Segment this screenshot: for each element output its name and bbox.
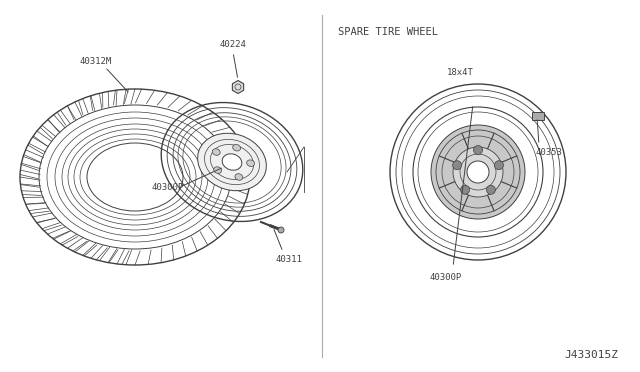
Text: 40311: 40311 [275, 255, 302, 264]
Text: J433015Z: J433015Z [564, 350, 618, 360]
Ellipse shape [198, 133, 266, 191]
Text: 18x4T: 18x4T [447, 68, 474, 77]
Text: 40224: 40224 [220, 40, 247, 49]
Text: SPARE TIRE WHEEL: SPARE TIRE WHEEL [338, 27, 438, 37]
Ellipse shape [222, 154, 242, 170]
Circle shape [486, 185, 495, 194]
Ellipse shape [214, 167, 221, 173]
Circle shape [453, 147, 503, 197]
Circle shape [474, 145, 483, 154]
Text: 40300P: 40300P [430, 273, 462, 282]
Ellipse shape [233, 144, 241, 151]
Ellipse shape [246, 160, 255, 166]
Text: 40312M: 40312M [80, 57, 112, 66]
Circle shape [431, 125, 525, 219]
Text: 40300P: 40300P [152, 183, 184, 192]
Circle shape [452, 161, 461, 170]
Circle shape [467, 161, 489, 183]
Ellipse shape [39, 105, 231, 249]
Ellipse shape [87, 143, 183, 211]
FancyBboxPatch shape [532, 112, 545, 121]
Ellipse shape [212, 149, 220, 155]
Text: 40353: 40353 [535, 148, 562, 157]
Ellipse shape [235, 174, 243, 180]
Circle shape [495, 161, 504, 170]
Circle shape [461, 185, 470, 194]
Polygon shape [232, 80, 244, 93]
Circle shape [278, 227, 284, 233]
